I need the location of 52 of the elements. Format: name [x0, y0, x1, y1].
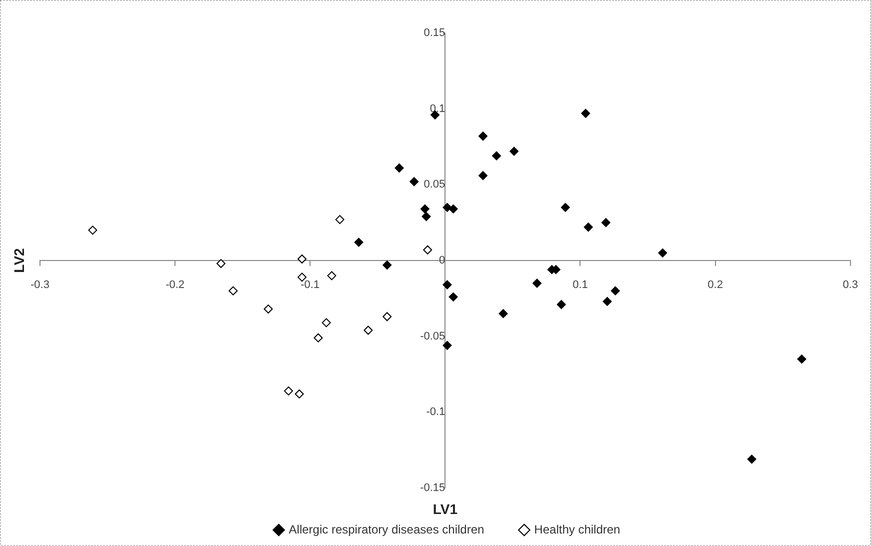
point — [335, 215, 344, 224]
point — [228, 286, 238, 296]
x-tick-label: -0.2 — [166, 279, 185, 292]
point — [442, 280, 452, 290]
point — [448, 292, 458, 302]
point — [420, 204, 430, 214]
point — [581, 108, 590, 118]
point — [322, 318, 331, 328]
point — [560, 202, 570, 212]
point — [510, 146, 519, 156]
x-tick-label: 0.2 — [708, 279, 723, 292]
point — [314, 333, 323, 342]
y-axis-title: LV2 — [10, 248, 27, 273]
point — [394, 163, 404, 172]
point — [797, 354, 806, 364]
point — [422, 212, 431, 222]
point — [601, 218, 610, 228]
point — [498, 309, 508, 318]
point — [478, 171, 488, 180]
x-tick-label: -0.1 — [300, 279, 320, 292]
point — [610, 286, 620, 296]
point — [584, 222, 593, 232]
point — [658, 248, 668, 258]
point — [423, 245, 432, 254]
x-tick-label: -0.3 — [30, 279, 50, 292]
x-axis-title: LV1 — [432, 500, 458, 517]
point — [448, 204, 458, 214]
point — [294, 389, 304, 398]
point — [364, 326, 373, 335]
y-tick-label: 0.15 — [424, 27, 446, 40]
point — [284, 386, 294, 396]
point — [747, 454, 756, 464]
x-tick-label: 0.1 — [572, 279, 588, 292]
point — [602, 296, 612, 306]
point — [556, 300, 566, 309]
point — [327, 271, 336, 280]
legend-label: Healthy children — [534, 522, 620, 536]
point — [216, 259, 226, 268]
legend-label: Allergic respiratory diseases children — [288, 522, 484, 536]
point — [492, 151, 501, 160]
point — [264, 304, 273, 314]
point — [88, 226, 98, 235]
point — [478, 132, 488, 141]
x-tick-label: 0.3 — [842, 279, 858, 292]
point — [382, 260, 392, 270]
point — [442, 340, 452, 350]
y-tick-label: -0.15 — [420, 482, 446, 494]
point — [410, 177, 419, 186]
point — [354, 238, 364, 247]
point — [532, 278, 542, 288]
point — [298, 254, 307, 264]
point — [382, 312, 392, 322]
